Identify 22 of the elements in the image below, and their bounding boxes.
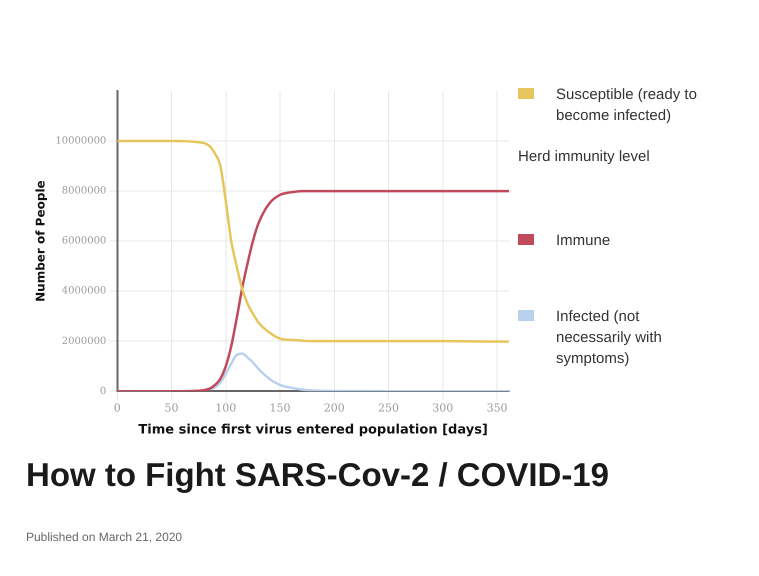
y-tick-label: 8000000: [62, 186, 106, 197]
legend-label: Immune: [556, 231, 612, 251]
text: Herd immunity level: [518, 148, 651, 165]
x-tick-label: 50: [164, 402, 179, 415]
x-tick-label: 350: [486, 402, 508, 415]
legend-label: Infected (not necessarily with symptoms): [556, 307, 663, 369]
text: How to Fight SARS-Cov-2 / COVID-19: [26, 456, 610, 494]
x-tick-label: 250: [378, 402, 400, 415]
y-tick-label: 2000000: [62, 336, 106, 347]
y-axis-title: Number of People: [33, 180, 48, 302]
text: Published on March 21, 2020: [26, 530, 182, 544]
x-tick-label: 0: [114, 402, 121, 415]
y-tick-label: 6000000: [62, 236, 106, 247]
x-tick-label: 300: [432, 402, 454, 415]
y-tick-label: 0: [100, 386, 106, 397]
x-tick-label: 200: [324, 402, 345, 415]
x-tick-label: 150: [270, 402, 291, 415]
y-tick-label: 4000000: [62, 286, 106, 297]
y-tick-label: 10000000: [55, 136, 106, 147]
x-axis-title: Time since first virus entered population [days]: [138, 422, 488, 438]
x-tick-label: 100: [215, 402, 236, 415]
legend-label: Susceptible (ready to become infected): [556, 85, 698, 126]
